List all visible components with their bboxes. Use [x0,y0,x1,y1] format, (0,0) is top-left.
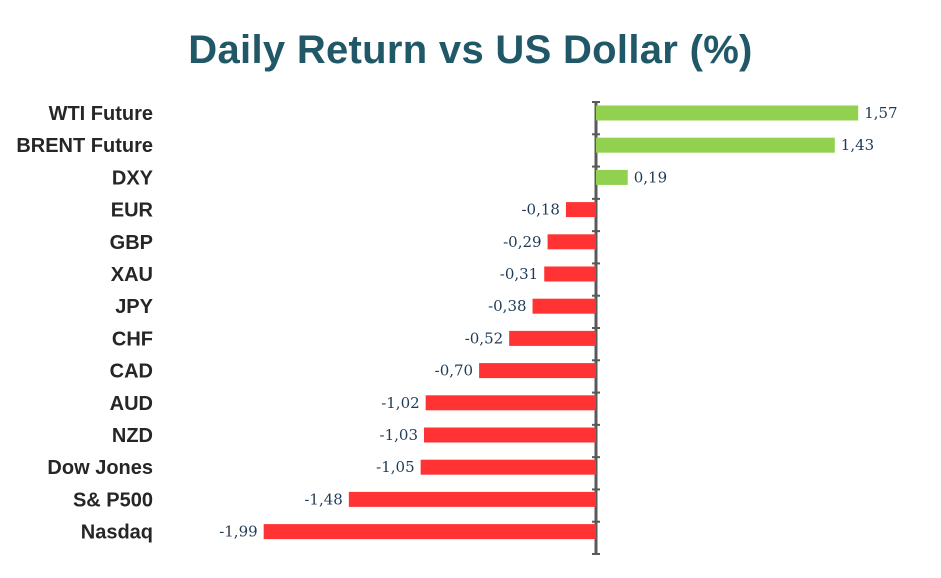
data-label: 1,43 [841,136,874,154]
category-label: XAU [111,264,153,286]
bar-brent-future [596,137,835,153]
category-label: GBP [110,232,153,254]
category-label: BRENT Future [16,135,153,157]
data-label: 1,57 [864,104,897,122]
data-label: -0,52 [465,329,503,347]
data-label: -0,18 [521,201,559,219]
bar-eur [565,202,596,218]
data-label: -1,99 [219,523,257,541]
bar-wti-future [596,105,859,121]
bar-nzd [423,427,596,443]
category-label: CHF [112,328,153,350]
category-label: WTI Future [49,103,153,125]
data-label: -0,29 [503,233,541,251]
bar-xau [544,266,596,282]
bar-chf [509,330,596,346]
bar-nasdaq [263,524,596,540]
bar-aud [425,395,596,411]
bar-jpy [532,298,596,314]
category-label: AUD [110,393,153,415]
data-label: 0,19 [634,168,667,186]
bar-gbp [547,234,596,250]
chart-title: Daily Return vs US Dollar (%) [188,28,753,72]
bar-dxy [596,169,628,185]
data-label: -0,70 [435,362,473,380]
data-label: -1,05 [376,458,414,476]
bar-s-p500 [348,491,596,507]
category-label: EUR [111,200,154,222]
bar-dow-jones [420,459,596,475]
data-label: -0,38 [488,297,526,315]
category-label: CAD [110,361,153,383]
data-label: -1,03 [380,426,418,444]
data-label: -1,48 [304,490,342,508]
category-label: JPY [115,296,153,318]
bar-cad [479,363,596,379]
category-label: DXY [112,167,154,189]
category-label: S& P500 [73,489,153,511]
data-label: -1,02 [381,394,419,412]
category-label: Nasdaq [81,522,153,544]
category-label: NZD [112,425,153,447]
data-label: -0,31 [500,265,538,283]
category-label: Dow Jones [47,457,153,479]
